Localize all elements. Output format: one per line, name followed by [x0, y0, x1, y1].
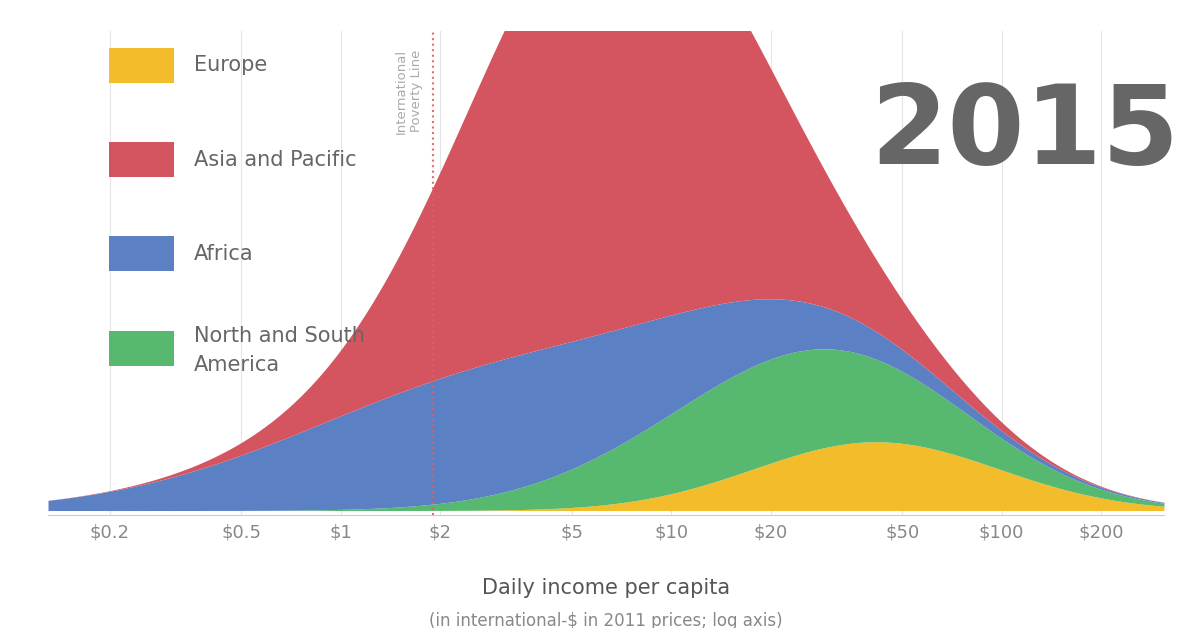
Text: America: America: [194, 355, 281, 375]
FancyBboxPatch shape: [109, 142, 174, 177]
Text: Africa: Africa: [194, 244, 254, 264]
Text: Europe: Europe: [194, 55, 268, 75]
Text: 2015: 2015: [870, 80, 1180, 187]
Text: Daily income per capita: Daily income per capita: [482, 578, 730, 598]
FancyBboxPatch shape: [109, 236, 174, 271]
Text: International
Poverty Line: International Poverty Line: [395, 49, 422, 134]
Text: North and South: North and South: [194, 326, 365, 346]
Text: (in international-$ in 2011 prices; log axis): (in international-$ in 2011 prices; log …: [430, 612, 782, 628]
Text: Asia and Pacific: Asia and Pacific: [194, 149, 356, 170]
FancyBboxPatch shape: [109, 48, 174, 83]
FancyBboxPatch shape: [109, 331, 174, 365]
